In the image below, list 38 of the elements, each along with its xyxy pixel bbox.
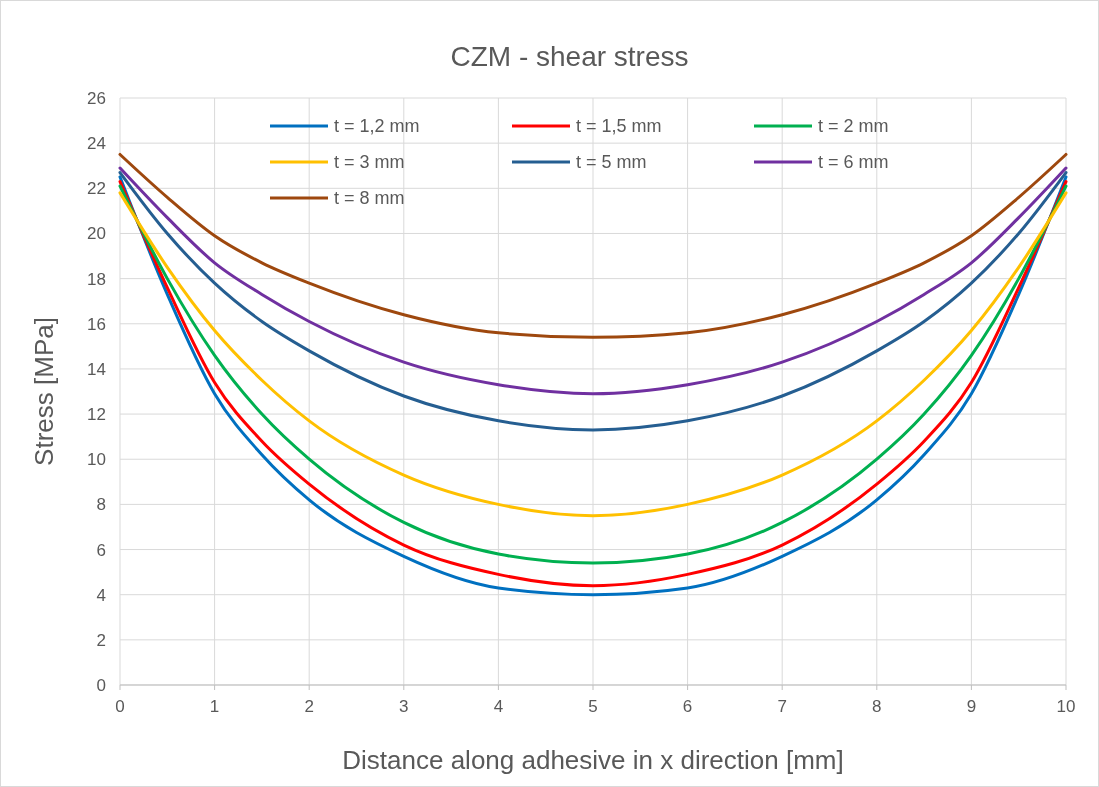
- y-tick-label: 6: [96, 540, 106, 560]
- x-tick-label: 8: [872, 697, 882, 716]
- x-tick-label: 0: [115, 697, 125, 716]
- y-tick-label: 26: [87, 89, 106, 108]
- y-tick-label: 14: [87, 359, 106, 379]
- legend-label: t = 6 mm: [818, 152, 889, 172]
- x-tick-label: 1: [209, 697, 220, 716]
- line-series: [118, 166, 1068, 396]
- x-tick-label: 3: [399, 697, 409, 716]
- y-tick-label: 4: [96, 585, 106, 605]
- legend-label: t = 8 mm: [334, 188, 405, 208]
- y-tick-label: 20: [87, 224, 106, 244]
- legend-label: t = 1,2 mm: [334, 116, 420, 136]
- y-tick-label: 2: [96, 630, 106, 650]
- y-tick-label: 12: [87, 405, 106, 425]
- y-axis-title: Stress [MPa]: [29, 317, 59, 466]
- y-tick-label: 24: [87, 134, 106, 154]
- x-tick-label: 6: [682, 697, 693, 716]
- y-tick-label: 22: [87, 179, 106, 199]
- x-tick-label: 4: [493, 697, 504, 716]
- legend-label: t = 1,5 mm: [576, 116, 662, 136]
- legend-label: t = 3 mm: [334, 152, 405, 172]
- y-tick-label: 0: [96, 676, 106, 695]
- y-tick-label: 10: [87, 450, 106, 470]
- x-tick-label: 5: [588, 697, 598, 716]
- x-axis-title: Distance along adhesive in x direction [mm]: [342, 745, 844, 775]
- x-tick-label: 7: [777, 697, 787, 716]
- chart-title: CZM - shear stress: [450, 41, 689, 72]
- x-tick-label: 2: [304, 697, 314, 716]
- line-series: [118, 152, 1068, 339]
- y-tick-label: 16: [87, 314, 106, 334]
- legend-label: t = 5 mm: [576, 152, 647, 172]
- x-tick-label: 9: [966, 697, 977, 716]
- y-tick-label: 18: [87, 269, 106, 289]
- legend-label: t = 2 mm: [818, 116, 889, 136]
- line-series: [118, 171, 1068, 432]
- y-tick-label: 8: [96, 495, 106, 515]
- x-tick-label: 10: [1056, 697, 1076, 716]
